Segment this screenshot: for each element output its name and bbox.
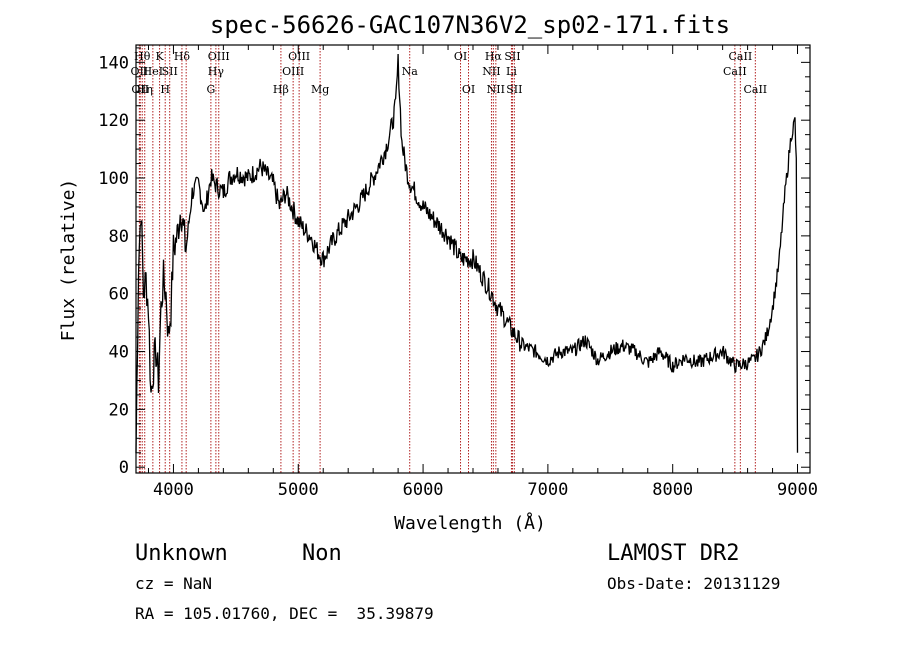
line-marker-label: G	[206, 83, 215, 96]
y-tick-label: 80	[109, 227, 129, 247]
line-marker-label: NII	[487, 83, 505, 96]
y-axis-ticks: 0 20 40 60 80 100 120 140	[98, 47, 810, 478]
x-tick-label: 4000	[153, 480, 194, 500]
y-tick-label: 60	[109, 285, 129, 305]
ra-dec-coordinates: RA = 105.01760, DEC = 35.39879	[135, 604, 434, 623]
line-marker-label: SII	[504, 50, 520, 63]
redshift-cz: cz = NaN	[135, 574, 212, 593]
x-tick-label: 5000	[278, 480, 319, 500]
line-marker-label: Hγ	[208, 65, 225, 78]
x-tick-label: 8000	[652, 480, 693, 500]
line-marker-label: CaII	[723, 65, 747, 78]
line-marker-label: OI	[454, 50, 467, 63]
line-marker-label: Na	[402, 65, 419, 78]
line-marker-label: Hδ	[174, 50, 191, 63]
spectrum-series-line	[135, 53, 799, 454]
line-marker-label: CaII	[743, 83, 767, 96]
survey-name: LAMOST DR2	[607, 541, 739, 566]
line-marker-label: Li	[506, 65, 517, 78]
observation-date: Obs-Date: 20131129	[607, 574, 780, 593]
line-marker-label: OIII	[208, 50, 230, 63]
x-tick-label: 9000	[777, 480, 818, 500]
line-marker-label: SII	[506, 83, 522, 96]
line-marker-label: OII	[131, 65, 149, 78]
spectral-line-markers	[138, 45, 756, 473]
line-marker-label: Hβ	[273, 83, 289, 96]
x-axis-label: Wavelength (Å)	[394, 512, 546, 534]
line-marker-label: OIII	[288, 50, 310, 63]
line-marker-label: H	[160, 83, 170, 96]
chart-title: spec-56626-GAC107N36V2_sp02-171.fits	[210, 11, 730, 39]
y-tick-label: 140	[98, 53, 129, 73]
line-marker-label: HeI	[143, 65, 163, 78]
line-marker-label: Hθ	[134, 50, 151, 63]
y-tick-label: 0	[119, 458, 129, 478]
line-marker-label: OIII	[282, 65, 304, 78]
y-tick-label: 100	[98, 169, 129, 189]
x-tick-label: 7000	[527, 480, 568, 500]
object-class: Unknown	[135, 541, 228, 566]
x-axis-ticks: 4000 5000 6000 7000 8000 9000	[147, 45, 818, 500]
y-tick-label: 40	[109, 343, 129, 363]
spectral-line-labels: OIIOIIHθHηHeIKHSIIHδGHγOIIIHβOIIIOIIIMgN…	[131, 50, 768, 96]
line-marker-label: K	[155, 50, 164, 63]
line-marker-label: NII	[482, 65, 500, 78]
y-tick-label: 120	[98, 111, 129, 131]
line-marker-label: Hα	[485, 50, 503, 63]
line-marker-label: SII	[162, 65, 178, 78]
line-marker-label: OI	[462, 83, 475, 96]
object-subclass: Non	[302, 541, 342, 566]
y-tick-label: 20	[109, 400, 129, 420]
y-axis-label: Flux (relative)	[58, 179, 79, 342]
line-marker-label: Mg	[311, 83, 329, 96]
line-marker-label: Hη	[137, 83, 153, 96]
line-marker-label: CaII	[729, 50, 753, 63]
x-tick-label: 6000	[403, 480, 444, 500]
